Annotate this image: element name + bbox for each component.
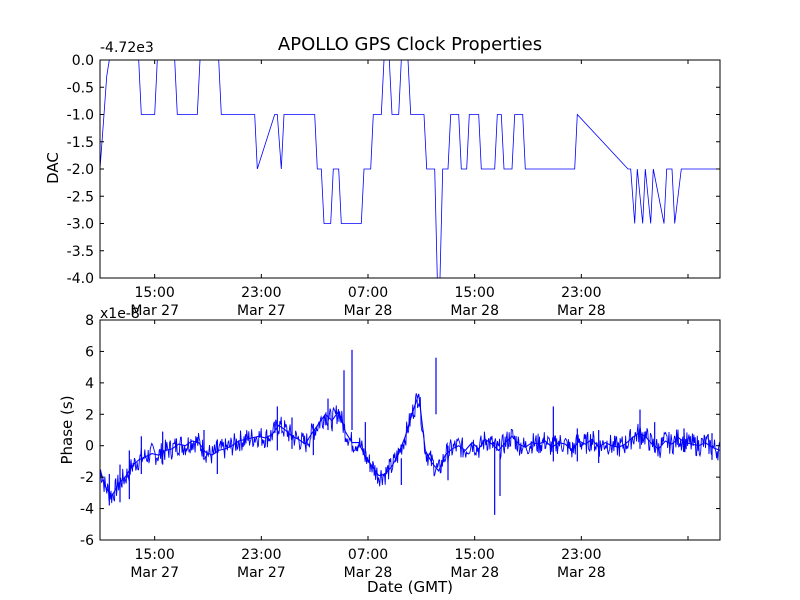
top-x-tick-label-time: 23:00 [241,285,281,301]
bottom-x-tick-label-date: Mar 28 [557,565,606,581]
top-x-tick-label-time: 23:00 [561,285,601,301]
bottom-plot-area: -6 -4 -2 0 2 4 6 8 15:00 Mar 27 23:00 Mar 27 07:00 Ma… [80,313,721,581]
top-y-tick-label: -1.0 [67,108,94,124]
top-x-tick-label-date: Mar 28 [557,303,606,319]
bottom-x-tick-label-date: Mar 28 [344,565,393,581]
top-x-tick-label-date: Mar 27 [130,303,179,319]
bottom-offset-text: x1e-8 [100,306,140,322]
top-y-tick-label: -0.5 [67,80,94,96]
top-x-tick-label-time: 07:00 [348,285,388,301]
top-y-tick-label: -1.5 [67,135,94,151]
top-plot-area: -4.0 -3.5 -3.0 -2.5 -2.0 -1.5 -1.0 -0.5 0.0 15:00… [67,53,721,319]
top-x-tick-label-time: 15:00 [454,285,494,301]
top-y-tick-label: -2.0 [67,162,94,178]
top-x-tick-label-date: Mar 27 [237,303,286,319]
bottom-x-tick-label-date: Mar 27 [130,565,179,581]
chart-title: APOLLO GPS Clock Properties [278,34,542,55]
bottom-y-tick-label: 6 [85,344,94,360]
bottom-y-tick-label: 8 [85,313,94,329]
x-axis-label: Date (GMT) [367,578,453,596]
bottom-x-tick-label-time: 23:00 [561,547,601,563]
top-y-tick-label: -4.0 [67,271,94,287]
top-series-line [99,59,720,279]
bottom-y-tick-label: 0 [85,439,94,455]
top-x-tick-label-date: Mar 28 [344,303,393,319]
bottom-y-tick-label: -6 [80,533,94,549]
top-x-tick-label-time: 15:00 [134,285,174,301]
top-offset-text: -4.72e3 [100,40,154,56]
bottom-x-tick-label-date: Mar 27 [237,565,286,581]
top-y-tick-label: -3.5 [67,244,94,260]
top-y-tick-label: -2.5 [67,189,94,205]
top-x-tick-label-date: Mar 28 [450,303,499,319]
bottom-x-tick-label-time: 23:00 [241,547,281,563]
bottom-axes-frame [99,319,721,541]
top-y-tick-label: -3.0 [67,217,94,233]
top-y-axis-label: DAC [44,152,62,184]
bottom-y-tick-label: 2 [85,407,94,423]
bottom-y-tick-label: -2 [80,470,94,486]
bottom-x-tick-label-time: 15:00 [454,547,494,563]
bottom-y-tick-label: -4 [80,502,94,518]
bottom-x-tick-label-date: Mar 28 [450,565,499,581]
bottom-x-tick-label-time: 07:00 [348,547,388,563]
bottom-x-tick-label-time: 15:00 [134,547,174,563]
top-y-tick-label: 0.0 [72,53,94,69]
bottom-series-noise [99,393,721,504]
bottom-y-tick-label: 4 [85,376,94,392]
bottom-y-axis-label: Phase (s) [58,395,76,464]
